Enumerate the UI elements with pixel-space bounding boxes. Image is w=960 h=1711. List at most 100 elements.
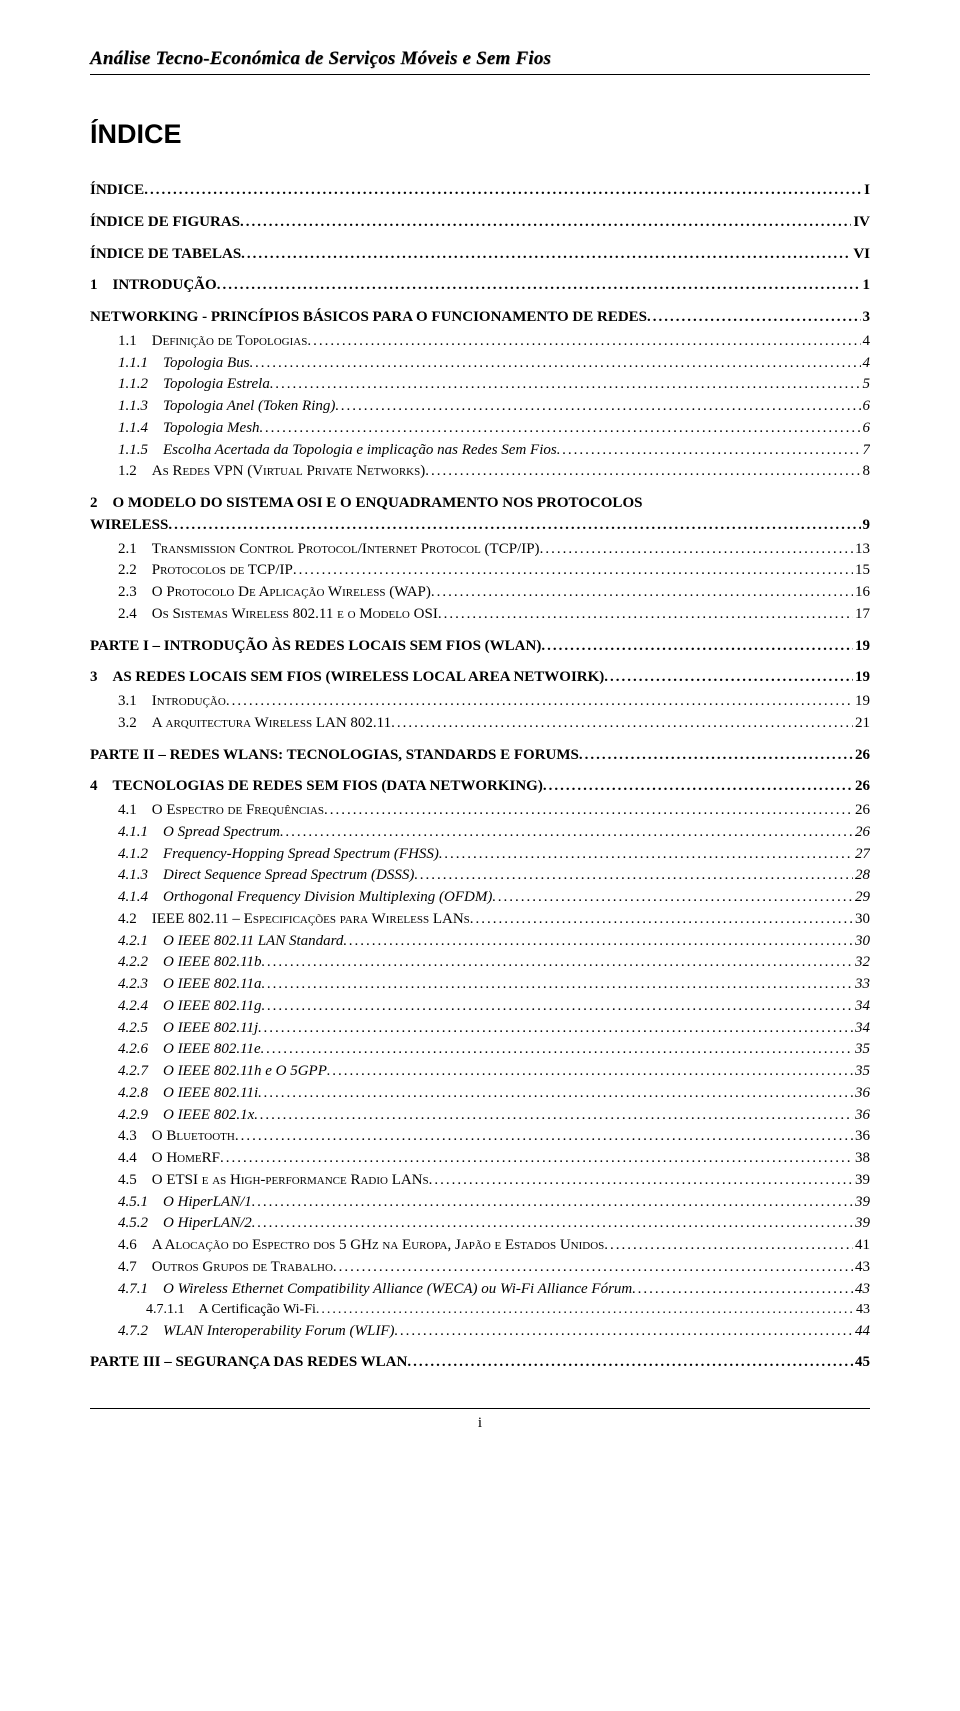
toc-entry: 4.2 IEEE 802.11 – Especificações para Wi…: [90, 909, 870, 931]
toc-page: 16: [853, 582, 870, 604]
toc-entry: 1.1.2 Topologia Estrela5: [90, 374, 870, 396]
toc-entry: 4.5.2 O HiperLAN/239: [90, 1213, 870, 1235]
toc: ÍNDICEIÍNDICE DE FIGURASIVÍNDICE DE TABE…: [90, 180, 870, 1374]
toc-entry: 4.3 O Bluetooth 36: [90, 1126, 870, 1148]
toc-page: 36: [853, 1083, 870, 1105]
toc-entry: NETWORKING - PRINCÍPIOS BÁSICOS PARA O F…: [90, 307, 870, 329]
toc-leader: [258, 1083, 853, 1105]
toc-label: 4.3 O Bluetooth: [118, 1126, 235, 1148]
toc-leader: [316, 1300, 854, 1320]
toc-page: 3: [861, 307, 871, 329]
toc-leader: [438, 604, 853, 626]
toc-leader: [261, 952, 853, 974]
toc-entry: 4.7.1.1 A Certificação Wi-Fi43: [90, 1300, 870, 1320]
toc-page: 7: [861, 440, 871, 462]
toc-label: 4.7.1.1 A Certificação Wi-Fi: [146, 1300, 316, 1320]
toc-entry: 2.4 Os Sistemas Wireless 802.11 e o Mode…: [90, 604, 870, 626]
toc-page: 4: [861, 353, 871, 375]
toc-entry: 1.1.4 Topologia Mesh 6: [90, 418, 870, 440]
toc-label: PARTE I – INTRODUÇÃO ÀS REDES LOCAIS SEM…: [90, 636, 541, 658]
toc-entry: 2.3 O Protocolo De Aplicação Wireless (W…: [90, 582, 870, 604]
toc-entry: 4.2.9 O IEEE 802.1x 36: [90, 1105, 870, 1127]
toc-page: 35: [853, 1039, 870, 1061]
toc-page: 8: [861, 461, 871, 483]
toc-label: 4.7 Outros Grupos de Trabalho: [118, 1257, 333, 1279]
toc-page: 19: [853, 636, 870, 658]
toc-page: 36: [853, 1105, 870, 1127]
toc-page: 33: [853, 974, 870, 996]
toc-label: 4.5.1 O HiperLAN/1: [118, 1192, 252, 1214]
toc-label: 1.1.4 Topologia Mesh: [118, 418, 260, 440]
toc-page: 21: [853, 713, 870, 735]
toc-page: 32: [853, 952, 870, 974]
toc-label: 2.1 Transmission Control Protocol/Intern…: [118, 539, 540, 561]
toc-label: 4.2.1 O IEEE 802.11 LAN Standard: [118, 931, 343, 953]
toc-entry: 4.1.1 O Spread Spectrum26: [90, 822, 870, 844]
toc-leader: [235, 1126, 853, 1148]
toc-label: 4.2.4 O IEEE 802.11g: [118, 996, 261, 1018]
toc-page: 39: [853, 1192, 870, 1214]
toc-page: IV: [851, 212, 870, 234]
toc-entry: 4.2.4 O IEEE 802.11g34: [90, 996, 870, 1018]
toc-entry: ÍNDICEI: [90, 180, 870, 202]
toc-leader: [220, 1148, 853, 1170]
toc-leader: [252, 1213, 853, 1235]
toc-leader: [492, 887, 853, 909]
toc-page: 28: [853, 865, 870, 887]
toc-leader: [258, 1018, 853, 1040]
toc-leader: [604, 667, 853, 689]
toc-entry: 4.1 O Espectro de Frequências26: [90, 800, 870, 822]
toc-page: 5: [861, 374, 871, 396]
toc-page: 43: [853, 1279, 870, 1301]
toc-page: 26: [853, 822, 870, 844]
doc-header-title: Análise Tecno-Económica de Serviços Móve…: [90, 48, 870, 70]
toc-page: 38: [853, 1148, 870, 1170]
toc-leader: [226, 691, 853, 713]
toc-page: 36: [853, 1126, 870, 1148]
toc-leader: [439, 844, 853, 866]
toc-leader: [144, 180, 862, 202]
toc-entry: 1 INTRODUÇÃO1: [90, 275, 870, 297]
toc-leader: [260, 418, 861, 440]
page-number: i: [90, 1415, 870, 1432]
toc-page: 35: [853, 1061, 870, 1083]
toc-label: 4.2 IEEE 802.11 – Especificações para Wi…: [118, 909, 470, 931]
toc-page: 29: [853, 887, 870, 909]
toc-entry: 3.2 A arquitectura Wireless LAN 802.1121: [90, 713, 870, 735]
toc-label: 4 TECNOLOGIAS DE REDES SEM FIOS (DATA NE…: [90, 776, 543, 798]
toc-entry: 4.2.6 O IEEE 802.11e 35: [90, 1039, 870, 1061]
toc-label: 1.1.1 Topologia Bus: [118, 353, 250, 375]
toc-page: 39: [853, 1213, 870, 1235]
toc-label: 4.2.6 O IEEE 802.11e: [118, 1039, 261, 1061]
toc-page: 17: [853, 604, 870, 626]
toc-page: 4: [861, 331, 871, 353]
toc-entry: 4.2.1 O IEEE 802.11 LAN Standard30: [90, 931, 870, 953]
toc-leader: [391, 713, 853, 735]
toc-leader: [293, 560, 853, 582]
toc-page: 6: [861, 418, 871, 440]
toc-leader: [280, 822, 853, 844]
toc-entry: 1.1.3 Topologia Anel (Token Ring)6: [90, 396, 870, 418]
toc-leader: [579, 745, 853, 767]
toc-entry: ÍNDICE DE TABELASVI: [90, 244, 870, 266]
toc-label: 4.5 O ETSI e as High-performance Radio L…: [118, 1170, 429, 1192]
toc-leader: [425, 461, 860, 483]
toc-page: 19: [853, 667, 870, 689]
toc-entry: 4.2.2 O IEEE 802.11b32: [90, 952, 870, 974]
toc-page: 45: [853, 1352, 870, 1374]
toc-label: 4.2.3 O IEEE 802.11a: [118, 974, 261, 996]
toc-entry: 4.6 A Alocação do Espectro dos 5 GHz na …: [90, 1235, 870, 1257]
toc-entry: 4.5.1 O HiperLAN/1 39: [90, 1192, 870, 1214]
toc-label: PARTE II – REDES WLANS: TECNOLOGIAS, STA…: [90, 745, 579, 767]
toc-label: 4.2.7 O IEEE 802.11h e O 5GPP: [118, 1061, 327, 1083]
toc-leader: [307, 331, 860, 353]
toc-label: 4.1 O Espectro de Frequências: [118, 800, 324, 822]
toc-label: 4.4 O HomeRF: [118, 1148, 220, 1170]
toc-leader: [343, 931, 853, 953]
toc-label: 3.1 Introdução: [118, 691, 226, 713]
toc-page: 26: [853, 776, 870, 798]
toc-page: 27: [853, 844, 870, 866]
toc-entry: 1.1.1 Topologia Bus 4: [90, 353, 870, 375]
toc-label: 4.2.9 O IEEE 802.1x: [118, 1105, 254, 1127]
toc-label: 2.3 O Protocolo De Aplicação Wireless (W…: [118, 582, 431, 604]
